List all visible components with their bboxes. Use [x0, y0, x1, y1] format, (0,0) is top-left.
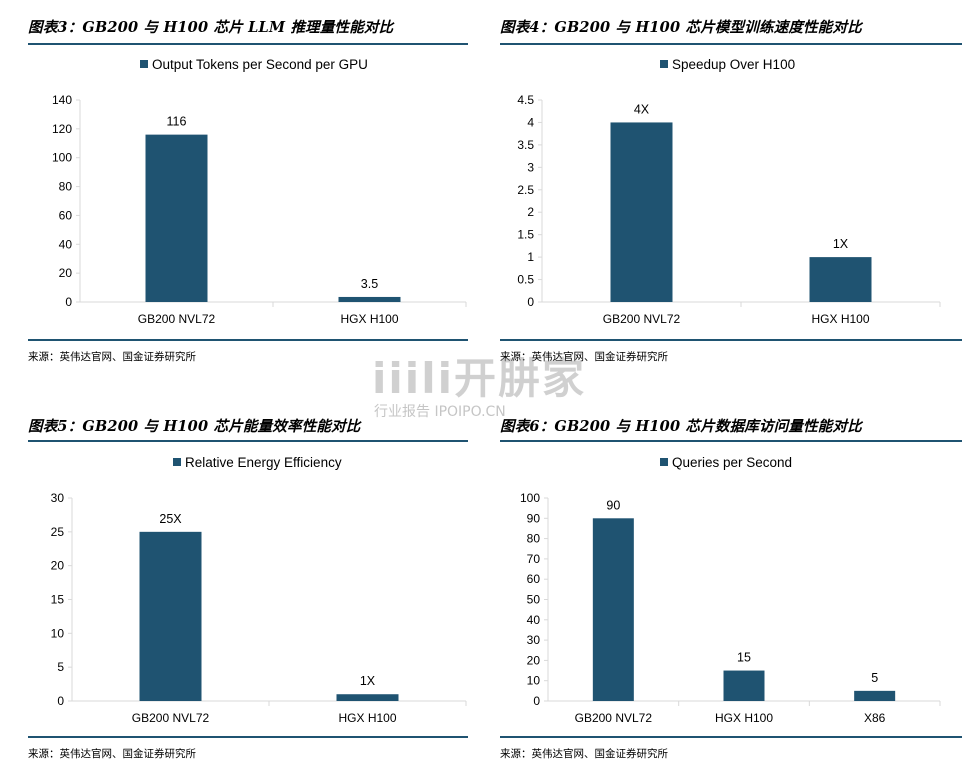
y-tick-label: 4	[527, 115, 534, 129]
legend-swatch	[140, 60, 148, 68]
y-tick-label: 140	[52, 93, 72, 107]
legend-label: Queries per Second	[672, 455, 792, 470]
y-tick-label: 10	[527, 674, 541, 688]
y-tick-label: 80	[59, 180, 73, 194]
data-label: 90	[606, 498, 620, 512]
bar-chart-energy-efficiency: Relative Energy Efficiency 0 5 10 15 20 25 30 25…	[51, 455, 467, 725]
y-tick-label: 80	[527, 532, 541, 546]
y-tick-label: 0.5	[517, 273, 534, 287]
y-tick-label: 2.5	[517, 183, 534, 197]
y-tick-label: 25	[51, 525, 65, 539]
y-tick-label: 50	[527, 593, 541, 607]
bar	[809, 257, 872, 302]
x-tick-label: HGX H100	[340, 312, 398, 326]
y-tick-label: 1	[527, 250, 534, 264]
chart-panel-2: 图表4：GB200 与 H100 芯片模型训练速度性能对比 Speedup Ov…	[490, 0, 962, 372]
bar	[336, 694, 399, 701]
y-tick-label: 0	[527, 295, 534, 309]
y-tick-label: 90	[527, 511, 541, 525]
y-tick-label: 60	[527, 572, 541, 586]
legend-label: Speedup Over H100	[672, 57, 795, 72]
y-tick-label: 1.5	[517, 228, 534, 242]
data-label: 1X	[360, 674, 376, 688]
y-tick-label: 30	[527, 633, 541, 647]
bottom-rule	[28, 736, 468, 738]
y-tick-label: 0	[533, 694, 540, 708]
data-label: 1X	[833, 237, 849, 251]
bar-chart-training-speed: Speedup Over H100 0 0.5 1 1.5 2 2.5 3 3.5 4 4.5 4X G…	[517, 57, 941, 326]
top-rule	[500, 43, 962, 45]
y-tick-label: 4.5	[517, 93, 534, 107]
x-tick-label: GB200 NVL72	[132, 711, 210, 725]
y-tick-label: 120	[52, 122, 72, 136]
top-rule	[28, 440, 468, 442]
source-note: 来源：英伟达官网、国金证券研究所	[28, 748, 196, 760]
x-tick-label: HGX H100	[811, 312, 869, 326]
x-tick-label: HGX H100	[715, 711, 773, 725]
chart-panel-1: 图表3：GB200 与 H100 芯片 LLM 推理量性能对比 Output T…	[0, 0, 476, 372]
bar	[610, 122, 673, 302]
panel-title: 图表6：GB200 与 H100 芯片数据库访问量性能对比	[500, 418, 862, 435]
y-tick-label: 100	[520, 491, 540, 505]
source-note: 来源：英伟达官网、国金证券研究所	[500, 748, 668, 760]
bar	[145, 134, 208, 302]
y-tick-label: 0	[57, 694, 64, 708]
data-label: 3.5	[361, 277, 378, 291]
legend-label: Relative Energy Efficiency	[185, 455, 342, 470]
panel-title: 图表4：GB200 与 H100 芯片模型训练速度性能对比	[500, 19, 862, 36]
y-tick-label: 40	[527, 613, 541, 627]
y-tick-label: 70	[527, 552, 541, 566]
x-tick-label: HGX H100	[338, 711, 396, 725]
y-tick-label: 0	[65, 295, 72, 309]
y-tick-label: 30	[51, 491, 65, 505]
bar	[139, 531, 202, 701]
bar-chart-database-queries: Queries per Second 0 10 20 30 40 50 60 70 80 90 100…	[520, 455, 941, 725]
legend-swatch	[660, 60, 668, 68]
x-tick-label: GB200 NVL72	[575, 711, 653, 725]
top-rule	[500, 440, 962, 442]
bottom-rule	[500, 736, 962, 738]
y-tick-label: 20	[527, 653, 541, 667]
y-tick-label: 60	[59, 208, 73, 222]
legend-label: Output Tokens per Second per GPU	[152, 57, 368, 72]
data-label: 25X	[159, 512, 182, 526]
legend-swatch	[173, 458, 181, 466]
data-label: 4X	[634, 102, 650, 116]
y-tick-label: 20	[59, 266, 73, 280]
y-tick-label: 3.5	[517, 138, 534, 152]
chart-panel-3: 图表5：GB200 与 H100 芯片能量效率性能对比 Relative Ene…	[0, 397, 476, 767]
top-rule	[28, 43, 468, 45]
bar	[723, 670, 765, 701]
y-tick-label: 3	[527, 160, 534, 174]
y-tick-label: 40	[59, 237, 73, 251]
bottom-rule	[500, 339, 962, 341]
bottom-rule	[28, 339, 468, 341]
bar-chart-llm-inference: Output Tokens per Second per GPU 0 20 40 60 8…	[52, 57, 467, 326]
y-tick-label: 20	[51, 559, 65, 573]
y-tick-label: 15	[51, 593, 65, 607]
data-label: 15	[737, 651, 751, 665]
y-tick-label: 100	[52, 151, 72, 165]
legend-swatch	[660, 458, 668, 466]
data-label: 116	[167, 115, 187, 129]
bar	[854, 690, 896, 701]
bar	[592, 518, 634, 701]
x-tick-label: GB200 NVL72	[603, 312, 681, 326]
x-tick-label: GB200 NVL72	[138, 312, 216, 326]
y-tick-label: 2	[527, 205, 534, 219]
bar	[338, 296, 401, 302]
panel-title: 图表3：GB200 与 H100 芯片 LLM 推理量性能对比	[28, 19, 394, 36]
y-tick-label: 5	[57, 660, 64, 674]
source-note: 来源：英伟达官网、国金证券研究所	[28, 351, 196, 363]
x-tick-label: X86	[864, 711, 886, 725]
chart-panel-4: 图表6：GB200 与 H100 芯片数据库访问量性能对比 Queries pe…	[490, 397, 962, 767]
y-tick-label: 10	[51, 626, 65, 640]
panel-title: 图表5：GB200 与 H100 芯片能量效率性能对比	[28, 418, 361, 435]
source-note: 来源：英伟达官网、国金证券研究所	[500, 351, 668, 363]
data-label: 5	[871, 671, 878, 685]
